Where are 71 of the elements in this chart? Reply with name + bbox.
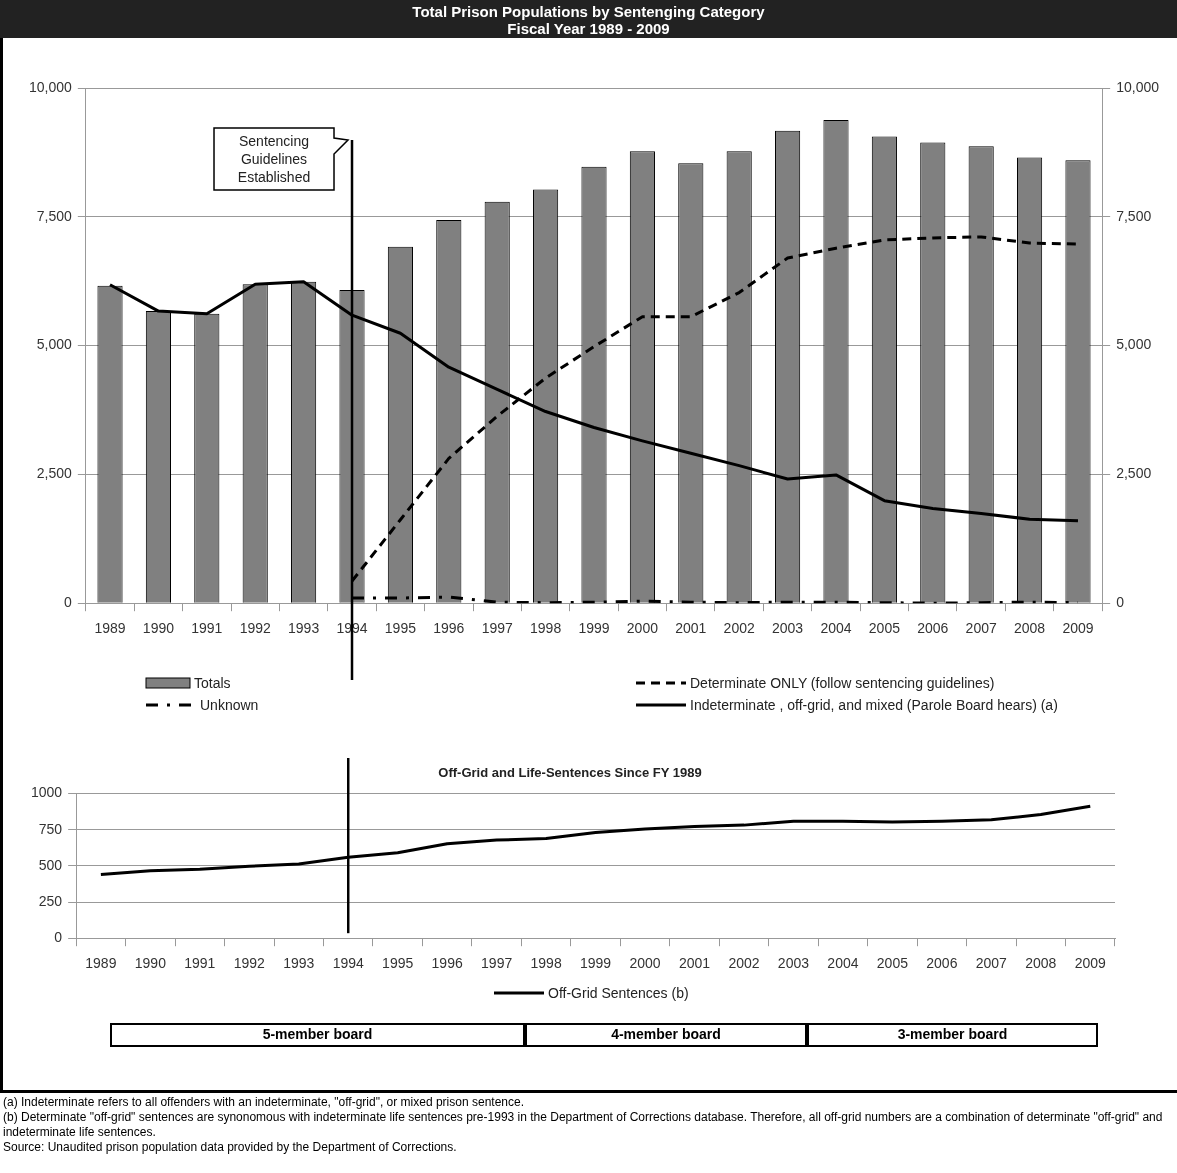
x-tick-label: 1989	[85, 955, 117, 972]
legend-label: Unknown	[200, 697, 259, 713]
y-tick-label: 0	[54, 929, 63, 946]
x-tick-label: 1989	[94, 620, 126, 637]
x-tick-label: 1994	[332, 955, 365, 972]
text: 4-member board	[525, 1023, 807, 1047]
legend-label: Totals	[194, 675, 231, 691]
x-tick-label: 1998	[530, 620, 562, 637]
x-tick-label: 2003	[772, 620, 804, 637]
y-tick-label: 500	[38, 856, 63, 873]
chart-subtitle: Fiscal Year 1989 - 2009	[506, 20, 671, 37]
x-tick-label: 2009	[1062, 620, 1094, 637]
x-tick-label: 2002	[723, 620, 755, 637]
y-tick-label: 0	[64, 594, 73, 611]
y-tick-label: 10,000	[28, 78, 73, 95]
x-tick-label: 2006	[917, 620, 949, 637]
x-tick-label: 1991	[184, 955, 216, 972]
x-tick-label: 2004	[820, 620, 852, 637]
x-tick-label: 2005	[876, 955, 909, 972]
x-tick-label: 2003	[777, 955, 810, 972]
y2-tick-label: 0	[1116, 594, 1125, 611]
y-tick-label: 250	[38, 892, 63, 909]
x-tick-label: 2006	[926, 955, 958, 972]
x-tick-label: 1999	[579, 955, 612, 972]
x-tick-label: 1990	[142, 620, 175, 637]
x-tick-label: 1995	[384, 620, 417, 637]
source-note: Source: Unaudited prison population data provided by the Department of Corrections.	[3, 1140, 458, 1155]
y-tick-label: 1000	[30, 784, 63, 801]
legend-label: Off-Grid Sentences (b)	[548, 985, 689, 1001]
x-tick-label: 2002	[728, 955, 760, 972]
x-tick-label: 2004	[827, 955, 859, 972]
ref-line-label: Sentencing Guidelines Established	[237, 132, 311, 185]
x-tick-label: 1993	[283, 955, 315, 972]
x-tick-label: 2005	[868, 620, 901, 637]
text: (a) Indeterminate refers to all offenders with an indeterminate, "off-grid", or mixed prison sentence.	[3, 1095, 525, 1110]
x-tick-label: 2001	[678, 955, 711, 972]
y-tick-label: 5,000	[36, 336, 73, 353]
y2-tick-label: 10,000	[1116, 78, 1160, 95]
x-tick-label: 1990	[134, 955, 167, 972]
x-tick-label: 1997	[481, 955, 513, 972]
x-tick-label: 1995	[382, 955, 414, 972]
x-tick-label: 2007	[975, 955, 1008, 972]
x-tick-label: 2000	[629, 955, 661, 972]
x-tick-label: 1992	[239, 620, 271, 637]
x-tick-label: 2008	[1025, 955, 1057, 972]
x-tick-label: 1997	[481, 620, 513, 637]
y2-tick-label: 5,000	[1116, 336, 1152, 353]
text: (b) Determinate "off-grid" sentences are synonomous with indeterminate life sentences pre-1993 in the Department of Corrections database. Therefore, all off-grid numbers are a combination of determinate "off-grid" and indeterminate life sentences.	[3, 1110, 1164, 1140]
x-tick-label: 1999	[578, 620, 610, 637]
y-tick-label: 750	[38, 820, 63, 837]
x-tick-label: 2007	[965, 620, 997, 637]
chart-title: Off-Grid and Life-Sentences Since FY 1989	[438, 765, 702, 781]
legend-label: Indeterminate , off-grid, and mixed (Parole Board hears) (a)	[690, 697, 1058, 713]
x-tick-label: 1996	[433, 620, 465, 637]
x-tick-label: 2008	[1014, 620, 1046, 637]
legend-label: Determinate ONLY (follow sentencing guidelines)	[690, 675, 995, 691]
text: 5-member board	[110, 1023, 525, 1047]
y-tick-label: 7,500	[36, 207, 73, 224]
x-tick-label: 1991	[191, 620, 223, 637]
text: 3-member board	[807, 1023, 1098, 1047]
y-tick-label: 2,500	[36, 465, 73, 482]
x-tick-label: 2000	[626, 620, 659, 637]
chart-title: Total Prison Populations by Sentenging Category	[411, 3, 766, 20]
x-tick-label: 1992	[233, 955, 266, 972]
y2-tick-label: 7,500	[1116, 207, 1152, 224]
x-tick-label: 2009	[1074, 955, 1107, 972]
y2-tick-label: 2,500	[1116, 465, 1152, 482]
x-tick-label: 1993	[288, 620, 320, 637]
x-tick-label: 1996	[431, 955, 463, 972]
x-tick-label: 2001	[675, 620, 707, 637]
x-tick-label: 1998	[530, 955, 562, 972]
